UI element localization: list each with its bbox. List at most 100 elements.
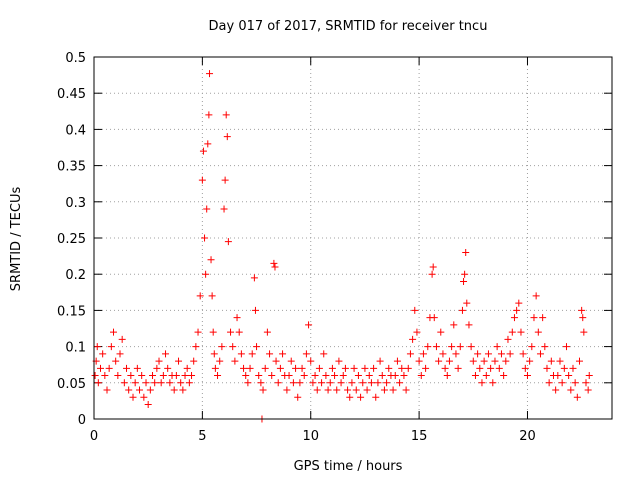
data-point <box>474 350 482 358</box>
data-point <box>133 364 141 372</box>
data-point <box>450 321 458 329</box>
data-point <box>131 379 139 387</box>
data-point <box>389 386 397 394</box>
data-point <box>223 133 231 141</box>
data-point <box>276 364 284 372</box>
data-point <box>300 372 308 380</box>
chart-title: Day 017 of 2017, SRMTID for receiver tnc… <box>209 19 488 34</box>
y-tick-label: 0.25 <box>57 232 86 247</box>
y-axis-label: SRMTID / TECUs <box>9 187 24 292</box>
data-point <box>112 357 120 365</box>
data-point <box>318 379 326 387</box>
data-point <box>188 372 196 380</box>
data-point <box>248 350 256 358</box>
data-point <box>94 379 102 387</box>
y-tick-label: 0.35 <box>57 160 86 175</box>
data-point <box>339 372 347 380</box>
data-point <box>476 364 484 372</box>
data-point <box>207 256 215 264</box>
data-point <box>575 357 583 365</box>
data-point <box>153 364 161 372</box>
data-point <box>346 393 354 401</box>
data-point <box>543 364 551 372</box>
data-point <box>302 350 310 358</box>
data-point <box>224 238 232 246</box>
data-point <box>127 372 135 380</box>
data-point <box>422 364 430 372</box>
data-point <box>428 270 436 278</box>
data-point <box>97 364 105 372</box>
x-tick-label: 15 <box>411 429 428 444</box>
data-point <box>202 270 210 278</box>
data-point <box>461 270 469 278</box>
data-point <box>146 386 154 394</box>
data-point <box>359 379 367 387</box>
data-point <box>255 372 263 380</box>
data-point <box>322 372 330 380</box>
data-point <box>526 357 534 365</box>
data-point <box>528 343 536 351</box>
y-tick-label: 0.4 <box>65 123 86 138</box>
data-point <box>429 263 437 271</box>
data-point <box>554 372 562 380</box>
y-tick-label: 0.1 <box>65 341 86 356</box>
data-point <box>268 372 276 380</box>
x-axis-label: GPS time / hours <box>294 459 403 474</box>
data-point <box>582 379 590 387</box>
data-point <box>417 372 425 380</box>
data-point <box>287 357 295 365</box>
data-point <box>214 372 222 380</box>
data-point <box>289 379 297 387</box>
data-point <box>344 386 352 394</box>
data-point <box>136 386 144 394</box>
data-point <box>107 343 115 351</box>
data-point <box>220 205 228 213</box>
data-point <box>448 343 456 351</box>
data-point <box>565 372 573 380</box>
data-point <box>341 364 349 372</box>
data-point <box>396 379 404 387</box>
data-point <box>383 379 391 387</box>
data-point <box>482 372 490 380</box>
data-point <box>192 343 200 351</box>
data-point <box>253 343 261 351</box>
data-point <box>393 357 401 365</box>
y-tick-label: 0.3 <box>65 196 86 211</box>
data-point <box>272 357 280 365</box>
data-point <box>142 379 150 387</box>
data-point <box>331 372 339 380</box>
x-tick-label: 10 <box>302 429 319 444</box>
data-point <box>406 350 414 358</box>
data-point <box>454 364 462 372</box>
data-point <box>515 299 523 307</box>
data-point <box>571 379 579 387</box>
data-point <box>523 372 531 380</box>
data-point <box>374 379 382 387</box>
data-point <box>504 335 512 343</box>
data-point <box>400 372 408 380</box>
data-point <box>162 350 170 358</box>
data-point <box>493 343 501 351</box>
data-point <box>489 379 497 387</box>
data-point <box>179 386 187 394</box>
data-point <box>159 372 167 380</box>
data-point <box>578 306 586 314</box>
data-point <box>415 357 423 365</box>
data-point <box>337 379 345 387</box>
data-point <box>558 379 566 387</box>
data-point <box>170 386 178 394</box>
data-point <box>183 364 191 372</box>
data-point <box>125 386 133 394</box>
data-point <box>547 357 555 365</box>
data-point <box>110 328 118 336</box>
data-point <box>271 263 279 271</box>
data-point <box>222 111 230 119</box>
data-point <box>103 386 111 394</box>
data-point <box>409 335 417 343</box>
data-point <box>552 386 560 394</box>
data-point <box>259 386 267 394</box>
data-point <box>320 350 328 358</box>
data-point <box>513 306 521 314</box>
data-point <box>530 314 538 322</box>
